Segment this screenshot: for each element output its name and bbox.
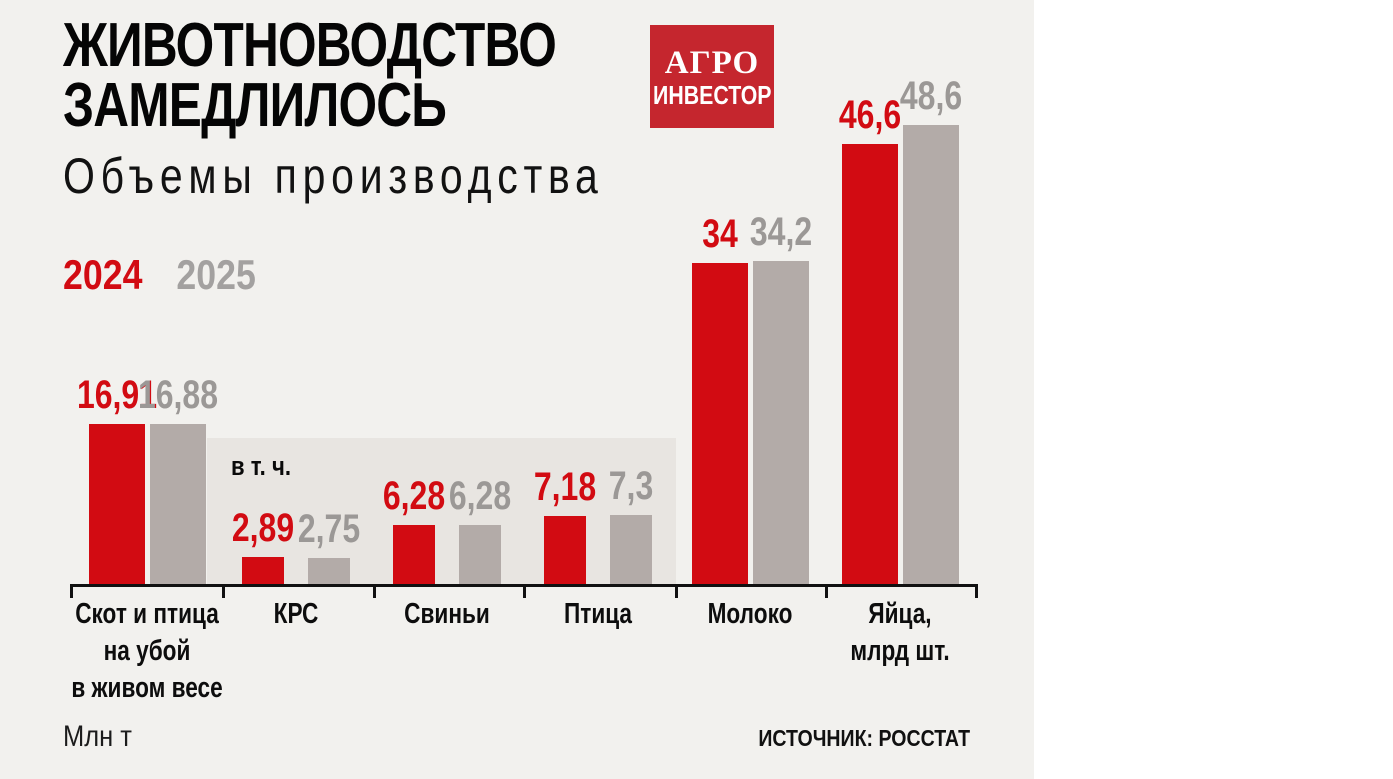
logo-text-agro: АГРО — [664, 44, 760, 81]
bar-2025-ptitsa — [610, 515, 652, 584]
value-label-2024-skot: 16,91 — [76, 373, 157, 417]
bar-2024-krs — [242, 557, 284, 584]
logo-text-investor: ИНВЕСТОР — [652, 79, 772, 110]
value-label-2024-ptitsa: 7,18 — [533, 465, 597, 509]
title-line-2: ЗАМЕДЛИЛОСЬ — [63, 71, 447, 140]
annotation-including: в т. ч. — [231, 451, 291, 481]
value-label-2024-krs: 2,89 — [231, 506, 295, 550]
bar-2024-ptitsa — [544, 516, 586, 584]
bar-2025-moloko — [752, 261, 809, 584]
bar-chart: в т. ч. 16,91 16,88 Скот и птица на убой в… — [70, 74, 978, 704]
bar-2025-yaytsa — [902, 125, 959, 584]
units-label: Млн т — [63, 720, 132, 753]
category-label-moloko: Молоко — [707, 598, 793, 630]
infographic-canvas: ЖИВОТНОВОДСТВО ЗАМЕДЛИЛОСЬ Объемы произв… — [0, 0, 1034, 779]
subcategory-panel — [207, 438, 676, 584]
value-label-2024-moloko: 34 — [701, 212, 738, 256]
source-label: ИСТОЧНИК: РОССТАТ — [758, 725, 970, 751]
bar-2024-svinyi — [393, 525, 435, 584]
value-label-2025-svinyi: 6,28 — [448, 474, 512, 518]
value-label-2025-yaytsa: 48,6 — [899, 74, 962, 118]
agroinvestor-logo: АГРО ИНВЕСТОР — [650, 25, 774, 128]
legend-item-2025: 2025 — [176, 251, 256, 298]
axis-tick-4 — [675, 584, 678, 598]
axis-tick-0 — [70, 584, 73, 598]
category-label-svinyi: Свиньи — [404, 598, 490, 630]
bar-2025-svinyi — [459, 525, 501, 584]
category-label-yaytsa: Яйца, млрд шт. — [850, 598, 950, 667]
legend-item-2024: 2024 — [63, 251, 143, 298]
value-label-2024-svinyi: 6,28 — [382, 474, 446, 518]
category-label-ptitsa: Птица — [563, 598, 633, 630]
title-line-1: ЖИВОТНОВОДСТВО — [63, 11, 557, 80]
value-label-2025-skot: 16,88 — [137, 373, 218, 417]
axis-tick-3 — [523, 584, 526, 598]
bar-2024-moloko — [691, 263, 748, 584]
value-label-2025-moloko: 34,2 — [749, 210, 812, 254]
axis-tick-6 — [975, 584, 978, 598]
bar-2025-krs — [308, 558, 350, 584]
bar-2024-skot — [88, 424, 145, 584]
bar-2024-yaytsa — [841, 144, 898, 584]
axis-tick-1 — [222, 584, 225, 598]
category-label-krs: КРС — [273, 598, 319, 630]
bar-2025-skot — [149, 424, 206, 584]
value-label-2024-yaytsa: 46,6 — [838, 93, 901, 137]
value-label-2025-ptitsa: 7,3 — [608, 464, 654, 508]
value-label-2025-krs: 2,75 — [297, 507, 361, 551]
axis-tick-2 — [373, 584, 376, 598]
chart-subtitle: Объемы производства — [63, 148, 604, 204]
axis-tick-5 — [825, 584, 828, 598]
page-title: ЖИВОТНОВОДСТВО ЗАМЕДЛИЛОСЬ — [63, 11, 557, 140]
category-label-skot: Скот и птица на убой в живом весе — [71, 598, 223, 704]
legend: 2024 2025 — [63, 251, 256, 299]
